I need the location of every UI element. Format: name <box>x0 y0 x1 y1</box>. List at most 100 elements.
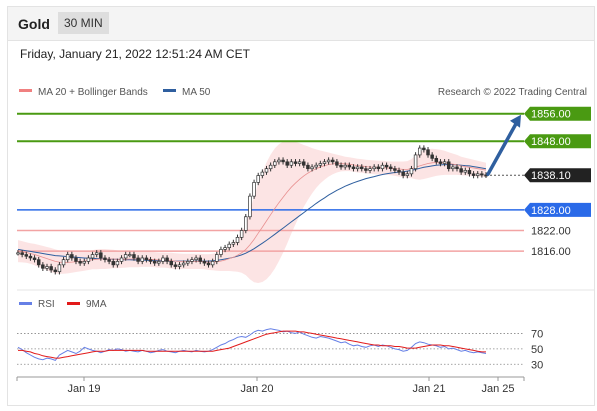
candle <box>177 264 182 267</box>
candle <box>351 166 356 170</box>
level-tag <box>524 202 591 217</box>
candle <box>123 254 128 259</box>
candle <box>82 261 87 264</box>
candle <box>70 254 74 259</box>
candle <box>219 249 223 255</box>
candle <box>384 164 389 168</box>
candle <box>94 252 99 255</box>
candle <box>475 173 480 176</box>
forecast-arrow-head <box>510 114 521 128</box>
candle <box>380 164 385 170</box>
level-label: 1822.00 <box>531 225 571 237</box>
timeframe-badge[interactable]: 30 MIN <box>58 12 109 34</box>
candle <box>393 168 397 171</box>
legend-label: MA 20 + Bollinger Bands <box>38 87 148 98</box>
candle <box>372 166 376 170</box>
candle <box>397 170 401 173</box>
candle <box>152 261 157 264</box>
candle <box>360 166 364 170</box>
candle <box>277 159 281 163</box>
candle <box>409 168 414 175</box>
candle <box>215 254 219 262</box>
candle <box>422 147 426 151</box>
candle <box>210 261 215 266</box>
candle <box>355 166 360 170</box>
candle <box>231 242 236 245</box>
candle <box>434 158 439 163</box>
candle <box>24 254 29 257</box>
candle <box>417 147 422 156</box>
credit-text: Research © 2022 Trading Central <box>438 87 587 98</box>
candle <box>264 168 269 173</box>
candle <box>45 266 49 269</box>
candle <box>335 161 339 166</box>
candle <box>426 149 430 156</box>
candle <box>318 163 323 166</box>
candle <box>302 161 306 166</box>
candle <box>157 261 161 264</box>
candle <box>202 261 207 264</box>
candle <box>442 161 447 164</box>
candle <box>297 161 302 164</box>
candle <box>446 161 451 170</box>
level-label: 1816.00 <box>531 246 571 258</box>
level-tag <box>524 106 591 121</box>
timestamp: Friday, January 21, 2022 12:51:24 AM CET <box>20 47 250 61</box>
candle <box>49 266 53 271</box>
candle <box>239 230 244 238</box>
candle <box>256 175 260 183</box>
candle <box>136 257 140 262</box>
level-label: 1828.00 <box>531 205 571 217</box>
candle <box>161 257 165 262</box>
candle <box>480 173 484 176</box>
candle <box>103 257 107 261</box>
candle <box>169 261 173 266</box>
bollinger-band <box>18 140 486 283</box>
candle <box>331 159 335 163</box>
level-label: 1856.00 <box>531 109 571 121</box>
candle <box>119 257 124 262</box>
level-tag <box>524 168 591 183</box>
chart-header: Gold 30 MIN <box>8 7 594 41</box>
candle <box>376 166 381 170</box>
candle <box>463 170 468 173</box>
candle <box>248 195 252 218</box>
rsi-tick-label: 30 <box>531 359 543 371</box>
candle <box>413 154 418 170</box>
rsi-tick-label: 70 <box>531 328 543 340</box>
candle <box>306 164 310 170</box>
ma50-line <box>17 164 487 262</box>
candle <box>322 161 327 164</box>
candle <box>227 243 231 249</box>
level-tag <box>524 134 591 149</box>
candle <box>467 170 472 175</box>
candle <box>86 257 91 262</box>
candle <box>16 252 20 255</box>
candle <box>194 257 198 261</box>
candle <box>244 216 248 231</box>
candle <box>430 154 434 159</box>
time-tick-label: Jan 20 <box>240 383 273 395</box>
candle <box>310 166 314 170</box>
candle <box>401 171 405 176</box>
candle <box>388 166 393 170</box>
candle <box>148 259 153 262</box>
candle <box>252 182 256 197</box>
candle <box>78 261 82 264</box>
candle <box>206 262 211 266</box>
candle <box>405 173 410 176</box>
candle <box>364 168 368 171</box>
candle <box>459 168 463 173</box>
candle <box>326 159 331 163</box>
candle <box>99 252 103 259</box>
candle <box>268 164 273 170</box>
candle <box>57 264 62 273</box>
candle <box>455 166 459 170</box>
candle <box>132 254 136 259</box>
candle <box>289 161 294 166</box>
candle <box>74 257 78 262</box>
legend-label: MA 50 <box>182 87 211 98</box>
candle <box>368 168 372 171</box>
time-tick-label: Jan 25 <box>481 383 514 395</box>
rsi-tick-label: 50 <box>531 344 543 356</box>
